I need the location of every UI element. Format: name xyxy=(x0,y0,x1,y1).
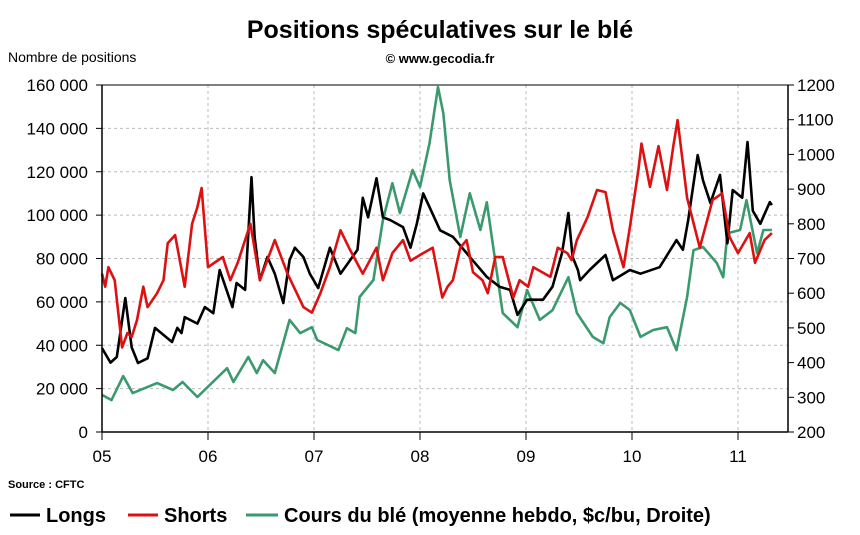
series-longs xyxy=(100,140,773,365)
y-tick-label: 20 000 xyxy=(36,380,88,399)
series-shorts xyxy=(100,118,773,349)
x-tick-label: 11 xyxy=(729,447,747,466)
legend-label-price: Cours du blé (moyenne hebdo, $c/bu, Droi… xyxy=(284,505,711,527)
y2-tick-label: 800 xyxy=(797,215,825,234)
y-tick-label: 100 000 xyxy=(27,206,88,225)
x-tick-label: 06 xyxy=(199,447,218,466)
x-tick-label: 09 xyxy=(517,447,536,466)
series-lines xyxy=(100,85,773,402)
y-tick-label: 80 000 xyxy=(36,250,88,269)
y2-tick-label: 500 xyxy=(797,319,825,338)
gridlines xyxy=(102,84,788,432)
chart-title: Positions spéculatives sur le blé xyxy=(247,16,633,44)
y2-tick-label: 1000 xyxy=(797,145,835,164)
legend-label-shorts: Shorts xyxy=(164,505,227,527)
y-tick-label: 40 000 xyxy=(36,336,88,355)
y-tick-label: 140 000 xyxy=(27,119,88,138)
y-tick-label: 120 000 xyxy=(27,163,88,182)
y-tick-label: 0 xyxy=(79,423,88,442)
series-wheat-price xyxy=(101,85,772,402)
x-tick-label: 10 xyxy=(623,447,642,466)
chart-subtitle: © www.gecodia.fr xyxy=(386,51,495,66)
y2-tick-label: 200 xyxy=(797,423,825,442)
y-tick-label: 160 000 xyxy=(27,76,88,95)
y-axis-label: Nombre de positions xyxy=(8,49,136,65)
y2-tick-label: 1100 xyxy=(797,111,834,130)
y-tick-label: 60 000 xyxy=(36,293,88,312)
y2-tick-label: 300 xyxy=(797,388,825,407)
x-tick-label: 05 xyxy=(93,447,112,466)
y2-tick-label: 1200 xyxy=(797,76,835,95)
legend-label-longs: Longs xyxy=(46,505,106,527)
y2-tick-label: 600 xyxy=(797,284,825,303)
x-tick-label: 07 xyxy=(305,447,324,466)
source-note: Source : CFTC xyxy=(8,479,84,491)
y2-tick-label: 700 xyxy=(797,250,825,269)
y2-tick-label: 900 xyxy=(797,180,825,199)
x-tick-label: 08 xyxy=(411,447,430,466)
y2-tick-label: 400 xyxy=(797,354,825,373)
axes: 0 20 000 40 000 60 000 80 000 100 000 120 000 1… xyxy=(27,76,835,466)
legend: Longs Shorts Cours du blé (moyenne hebdo… xyxy=(10,505,711,527)
